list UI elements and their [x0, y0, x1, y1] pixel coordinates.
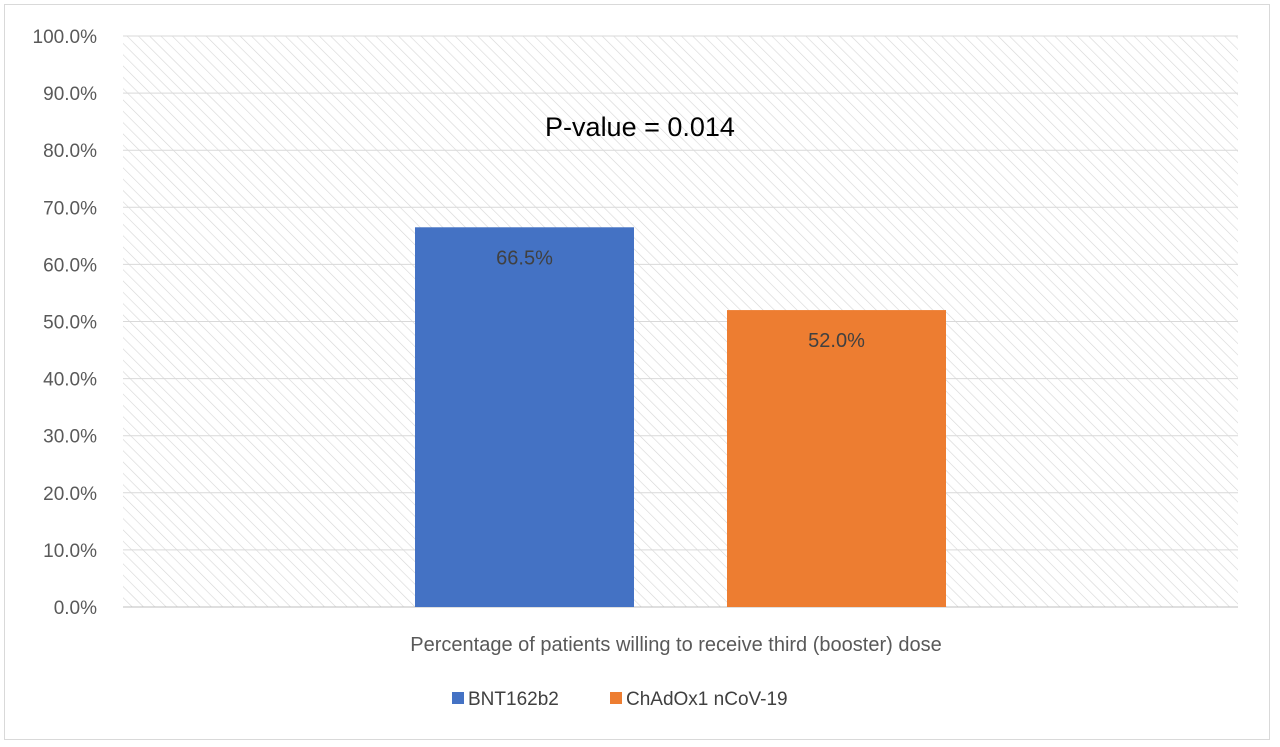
- x-axis-title: Percentage of patients willing to receiv…: [410, 634, 941, 656]
- data-labels: 66.5% 52.0%: [496, 247, 865, 352]
- bar-value-label: 52.0%: [808, 330, 865, 352]
- y-tick-label: 0.0%: [54, 598, 97, 619]
- legend-swatch: [610, 692, 622, 704]
- p-value-annotation: P-value = 0.014: [545, 112, 735, 142]
- bar-bnt162b2: [415, 227, 634, 607]
- y-tick-label: 90.0%: [43, 84, 97, 105]
- y-tick-label: 20.0%: [43, 484, 97, 505]
- bar-chadox1: [727, 310, 946, 607]
- y-tick-label: 40.0%: [43, 370, 97, 391]
- legend-swatch: [452, 692, 464, 704]
- bars: [415, 227, 946, 607]
- y-tick-label: 70.0%: [43, 198, 97, 219]
- legend: BNT162b2 ChAdOx1 nCoV-19: [452, 689, 788, 710]
- bar-value-label: 66.5%: [496, 247, 553, 269]
- y-tick-label: 80.0%: [43, 141, 97, 162]
- y-tick-label: 60.0%: [43, 255, 97, 276]
- y-axis-ticks: 0.0% 10.0% 20.0% 30.0% 40.0% 50.0% 60.0% 70.0% 8…: [33, 27, 98, 619]
- y-tick-label: 30.0%: [43, 427, 97, 448]
- y-tick-label: 10.0%: [43, 541, 97, 562]
- y-tick-label: 50.0%: [43, 313, 97, 334]
- legend-label: ChAdOx1 nCoV-19: [626, 689, 788, 710]
- gridlines: [123, 35, 1238, 608]
- legend-label: BNT162b2: [468, 689, 559, 710]
- y-tick-label: 100.0%: [33, 27, 98, 48]
